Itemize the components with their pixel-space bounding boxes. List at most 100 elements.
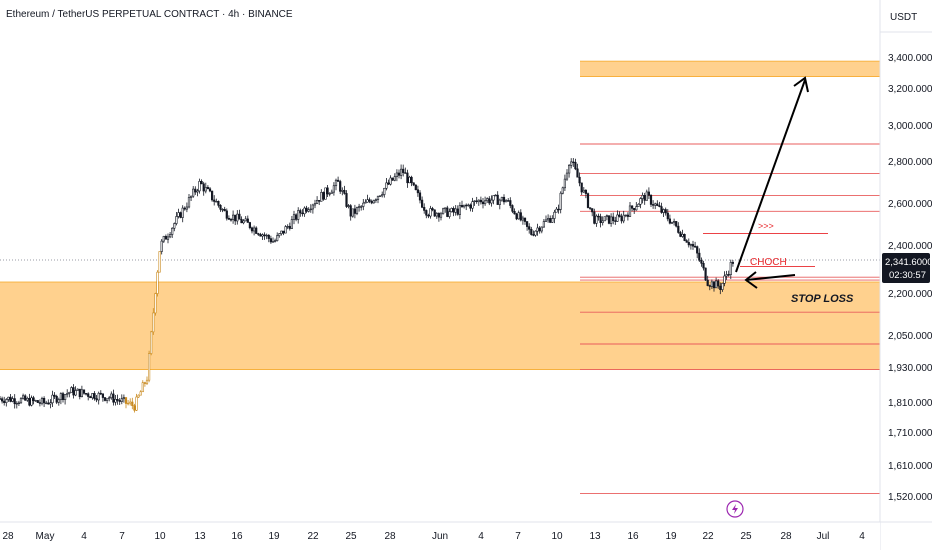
candle-body	[439, 213, 443, 218]
candle-body	[679, 232, 682, 237]
candle-body	[423, 207, 426, 211]
date-tick-label: May	[36, 531, 55, 542]
candle-body	[349, 205, 352, 217]
candle-body	[454, 208, 457, 213]
candle-body	[641, 195, 644, 199]
candle-body	[691, 244, 695, 247]
candle-body	[204, 187, 207, 192]
candle-body	[9, 396, 12, 402]
candle-body	[301, 212, 304, 215]
candle-body	[82, 389, 86, 394]
candle-body	[498, 199, 501, 205]
candle-body	[248, 222, 252, 229]
countdown-timer: 02:30:57	[889, 270, 926, 281]
candle-body	[156, 271, 159, 294]
candle-body	[614, 220, 617, 222]
candle-body	[633, 208, 636, 211]
candle-body	[143, 382, 147, 384]
candle-body	[446, 207, 449, 217]
candle-body	[171, 227, 174, 235]
candle-body	[28, 398, 31, 406]
date-tick-label: 7	[515, 531, 521, 542]
candle-body	[612, 216, 615, 222]
currency-button[interactable]	[882, 3, 930, 29]
date-tick-label: 10	[551, 531, 563, 542]
time-axis[interactable]	[0, 522, 880, 550]
candle-body	[513, 211, 516, 215]
candle-body	[286, 226, 289, 228]
candle-body	[727, 274, 730, 276]
candle-body	[381, 194, 384, 197]
date-tick-label: 22	[307, 531, 319, 542]
candle-body	[712, 281, 716, 289]
candle-body	[303, 207, 306, 215]
candle-body	[479, 199, 483, 203]
candle-body	[244, 218, 247, 222]
candle-body	[313, 203, 317, 206]
candle-body	[85, 393, 88, 395]
candle-body	[267, 234, 270, 239]
candle-body	[376, 195, 380, 201]
candle-body	[662, 209, 665, 213]
candle-body	[710, 281, 713, 287]
candle-body	[288, 226, 291, 229]
candle-body	[284, 226, 287, 234]
candle-body	[473, 200, 476, 202]
candle-body	[187, 197, 191, 208]
candle-body	[70, 387, 73, 393]
candle-body	[202, 183, 205, 192]
candle-body	[177, 212, 180, 217]
candle-body	[181, 207, 184, 218]
candle-body	[276, 235, 279, 241]
candle-body	[225, 210, 228, 219]
candle-body	[95, 398, 98, 401]
candle-body	[217, 201, 220, 206]
candle-body	[704, 267, 707, 281]
candle-body	[21, 395, 25, 399]
candle-body	[129, 401, 132, 404]
candle-body	[17, 402, 21, 404]
candle-body	[148, 353, 151, 381]
candle-body	[420, 199, 424, 208]
trend-arrow-line[interactable]	[735, 79, 806, 273]
candle-body	[34, 400, 37, 402]
currency-label[interactable]: USDT	[890, 12, 917, 23]
candle-body	[332, 185, 336, 193]
candle-body	[103, 397, 107, 401]
candle-body	[471, 201, 474, 209]
candle-body	[160, 240, 163, 252]
candle-body	[593, 211, 596, 224]
candle-body	[616, 214, 619, 222]
lightning-icon[interactable]	[726, 500, 744, 518]
candle-body	[135, 396, 138, 411]
candle-body	[355, 207, 359, 214]
date-tick-label: 28	[384, 531, 396, 542]
candle-body	[183, 207, 186, 210]
candle-body	[190, 195, 193, 198]
date-tick-label: 4	[81, 531, 87, 542]
candle-body	[677, 225, 680, 233]
candle-body	[242, 220, 245, 224]
candle-body	[13, 398, 16, 405]
date-tick-label: 7	[119, 531, 125, 542]
candle-body	[630, 205, 634, 209]
candle-body	[576, 168, 579, 178]
candle-body	[683, 233, 686, 241]
candle-body	[536, 227, 539, 232]
pointer-arrow-line[interactable]	[745, 274, 796, 281]
candle-body	[385, 182, 388, 189]
candle-body	[486, 198, 489, 202]
candle-body	[618, 214, 621, 217]
zone-rect[interactable]	[0, 282, 880, 370]
zones-layer	[0, 60, 880, 370]
candle-body	[97, 392, 100, 401]
candle-body	[395, 172, 399, 177]
date-tick-label: 4	[478, 531, 484, 542]
candle-body	[387, 182, 390, 185]
candle-body	[725, 274, 728, 277]
candle-body	[622, 214, 625, 222]
zone-rect[interactable]	[580, 61, 880, 77]
